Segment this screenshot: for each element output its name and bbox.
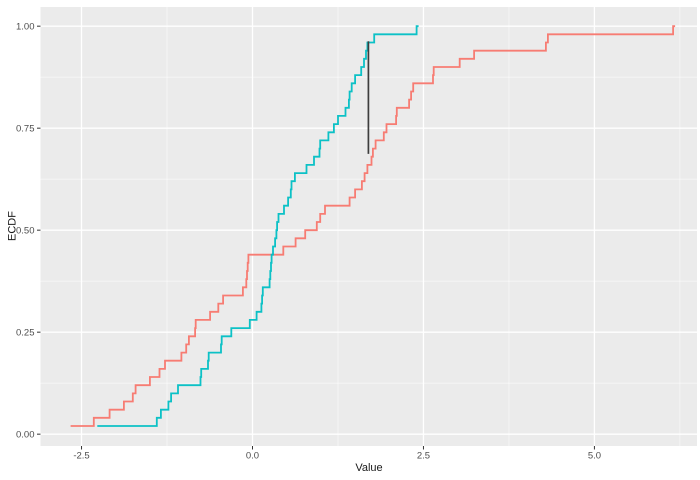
y-tick-label: 0.25 bbox=[16, 327, 35, 338]
x-tick-label: -2.5 bbox=[73, 451, 89, 462]
x-tick-label: 5.0 bbox=[588, 451, 601, 462]
y-tick-label: 0.00 bbox=[16, 429, 35, 440]
y-tick-label: 1.00 bbox=[16, 21, 35, 32]
y-tick-label: 0.50 bbox=[16, 225, 35, 236]
ecdf-line-sample-red bbox=[70, 25, 676, 427]
y-tick-label: 0.75 bbox=[16, 123, 35, 134]
x-tick-label: 2.5 bbox=[417, 451, 430, 462]
ecdf-line-sample-cyan bbox=[97, 25, 419, 427]
x-tick-label: 0.0 bbox=[246, 451, 259, 462]
